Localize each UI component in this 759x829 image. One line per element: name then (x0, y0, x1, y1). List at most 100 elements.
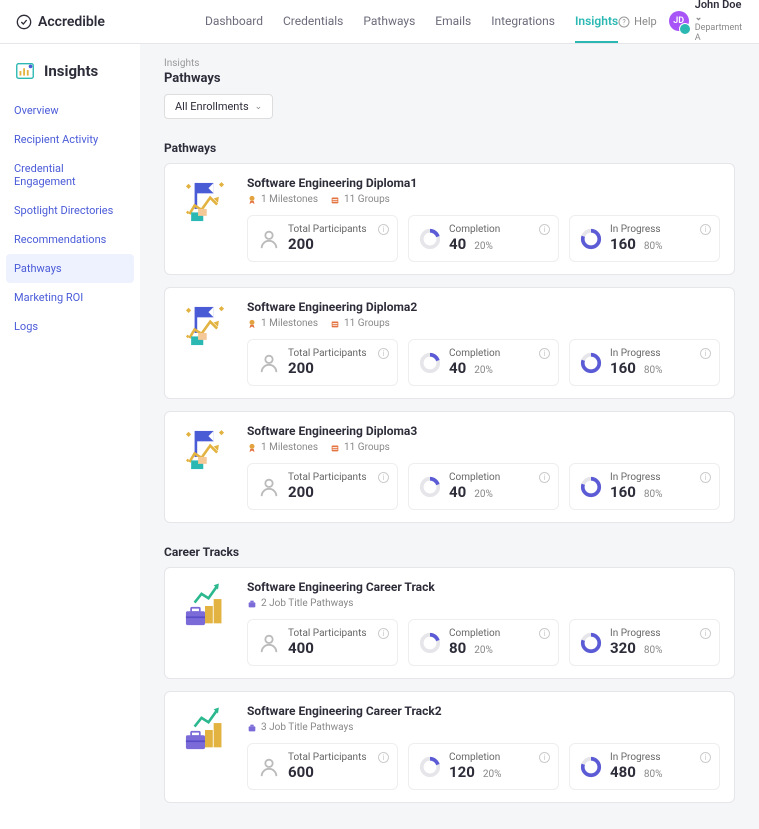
stat-value: 160 (610, 235, 636, 253)
stat-value: 40 (449, 483, 466, 501)
user-menu[interactable]: JD John Doe ⌄ Department A (669, 0, 744, 44)
info-icon[interactable]: i (539, 224, 550, 235)
stat-completion: Completion4020% i (408, 339, 559, 386)
info-icon[interactable]: i (539, 752, 550, 763)
stat-label: Completion (449, 628, 548, 639)
avatar-wrap: JD (669, 11, 689, 33)
card-body: Software Engineering Diploma1 1 Mileston… (247, 176, 720, 262)
stat-value: 200 (288, 483, 314, 501)
info-icon[interactable]: i (700, 628, 711, 639)
info-icon[interactable]: i (378, 628, 389, 639)
sidebar-item-marketing-roi[interactable]: Marketing ROI (0, 283, 140, 312)
pathway-card[interactable]: Software Engineering Diploma1 1 Mileston… (164, 163, 735, 275)
topnav-item-insights[interactable]: Insights (575, 1, 618, 43)
sidebar-item-recommendations[interactable]: Recommendations (0, 225, 140, 254)
sidebar-item-recipient-activity[interactable]: Recipient Activity (0, 125, 140, 154)
topnav-item-emails[interactable]: Emails (435, 1, 471, 43)
stat-pct: 20% (474, 241, 493, 252)
card-meta: 3 Job Title Pathways (247, 722, 720, 733)
info-icon[interactable]: i (378, 224, 389, 235)
meta-item: 1 Milestones (247, 194, 318, 205)
stat-label: In Progress (610, 472, 709, 483)
progress-ring-icon (580, 756, 602, 778)
breadcrumb: Insights (164, 58, 735, 69)
progress-ring-icon (580, 352, 602, 374)
card-meta: 1 Milestones11 Groups (247, 194, 720, 205)
section-title: Career Tracks (164, 545, 735, 559)
filter-dropdown[interactable]: All Enrollments ⌄ (164, 94, 273, 119)
sidebar-item-overview[interactable]: Overview (0, 96, 140, 125)
topnav-item-pathways[interactable]: Pathways (363, 1, 415, 43)
milestone-icon (247, 443, 257, 453)
info-icon[interactable]: i (700, 752, 711, 763)
stat-label: Completion (449, 348, 548, 359)
stat-value: 160 (610, 359, 636, 377)
help-link[interactable]: ? Help (618, 15, 657, 28)
info-icon[interactable]: i (539, 472, 550, 483)
stat-label: Completion (449, 224, 548, 235)
stat-label: Total Participants (288, 628, 387, 639)
person-icon (258, 756, 280, 778)
info-icon[interactable]: i (378, 472, 389, 483)
stat-participants: Total Participants200 i (247, 463, 398, 510)
topnav: Dashboard Credentials Pathways Emails Integr… (205, 1, 618, 43)
stats-row: Total Participants400 i Completion8020% … (247, 619, 720, 666)
stat-value: 160 (610, 483, 636, 501)
person-icon (258, 632, 280, 654)
sidebar-item-credential-engagement[interactable]: Credential Engagement (0, 154, 140, 196)
info-icon[interactable]: i (378, 752, 389, 763)
sidebar-item-spotlight-directories[interactable]: Spotlight Directories (0, 196, 140, 225)
stat-label: Completion (449, 752, 548, 763)
topnav-item-integrations[interactable]: Integrations (491, 1, 555, 43)
pathway-icon (179, 300, 231, 352)
sidebar-header: Insights (0, 60, 140, 96)
info-icon[interactable]: i (539, 628, 550, 639)
info-icon[interactable]: i (700, 224, 711, 235)
stat-value: 320 (610, 639, 636, 657)
top-right: ? Help JD John Doe ⌄ Department A (618, 0, 744, 44)
stat-inprogress: In Progress16080% i (569, 215, 720, 262)
stat-value: 400 (288, 639, 314, 657)
meta-item: 2 Job Title Pathways (247, 598, 353, 609)
topnav-item-credentials[interactable]: Credentials (283, 1, 343, 43)
career-card[interactable]: Software Engineering Career Track2 3 Job… (164, 691, 735, 803)
card-meta: 1 Milestones11 Groups (247, 442, 720, 453)
card-body: Software Engineering Career Track 2 Job … (247, 580, 720, 666)
card-body: Software Engineering Career Track2 3 Job… (247, 704, 720, 790)
pathway-card[interactable]: Software Engineering Diploma2 1 Mileston… (164, 287, 735, 399)
stat-label: Completion (449, 472, 548, 483)
meta-item: 1 Milestones (247, 442, 318, 453)
stat-completion: Completion12020% i (408, 743, 559, 790)
info-icon[interactable]: i (378, 348, 389, 359)
card-icon (179, 300, 231, 352)
info-icon[interactable]: i (700, 348, 711, 359)
topnav-item-dashboard[interactable]: Dashboard (205, 1, 263, 43)
career-meta-icon (247, 599, 257, 609)
pathway-icon (179, 176, 231, 228)
stat-label: Total Participants (288, 224, 387, 235)
sidebar-item-pathways[interactable]: Pathways (6, 254, 134, 283)
milestone-icon (247, 319, 257, 329)
stat-pct: 20% (474, 365, 493, 376)
stat-label: In Progress (610, 752, 709, 763)
stats-row: Total Participants200 i Completion4020% … (247, 215, 720, 262)
card-title: Software Engineering Diploma3 (247, 424, 720, 438)
info-icon[interactable]: i (539, 348, 550, 359)
user-name: John Doe ⌄ (695, 0, 744, 24)
career-card[interactable]: Software Engineering Career Track 2 Job … (164, 567, 735, 679)
logo-icon (16, 14, 32, 30)
sidebar-item-logs[interactable]: Logs (0, 312, 140, 341)
progress-ring-icon (419, 476, 441, 498)
sidebar-title: Insights (44, 62, 98, 80)
stat-value: 120 (449, 763, 475, 781)
meta-item: 3 Job Title Pathways (247, 722, 353, 733)
group-icon (330, 443, 340, 453)
help-icon: ? (618, 16, 630, 28)
stat-value: 200 (288, 235, 314, 253)
person-icon (258, 352, 280, 374)
stats-row: Total Participants600 i Completion12020%… (247, 743, 720, 790)
info-icon[interactable]: i (700, 472, 711, 483)
logo[interactable]: Accredible (16, 14, 105, 30)
stat-pct: 80% (644, 241, 663, 252)
pathway-card[interactable]: Software Engineering Diploma3 1 Mileston… (164, 411, 735, 523)
